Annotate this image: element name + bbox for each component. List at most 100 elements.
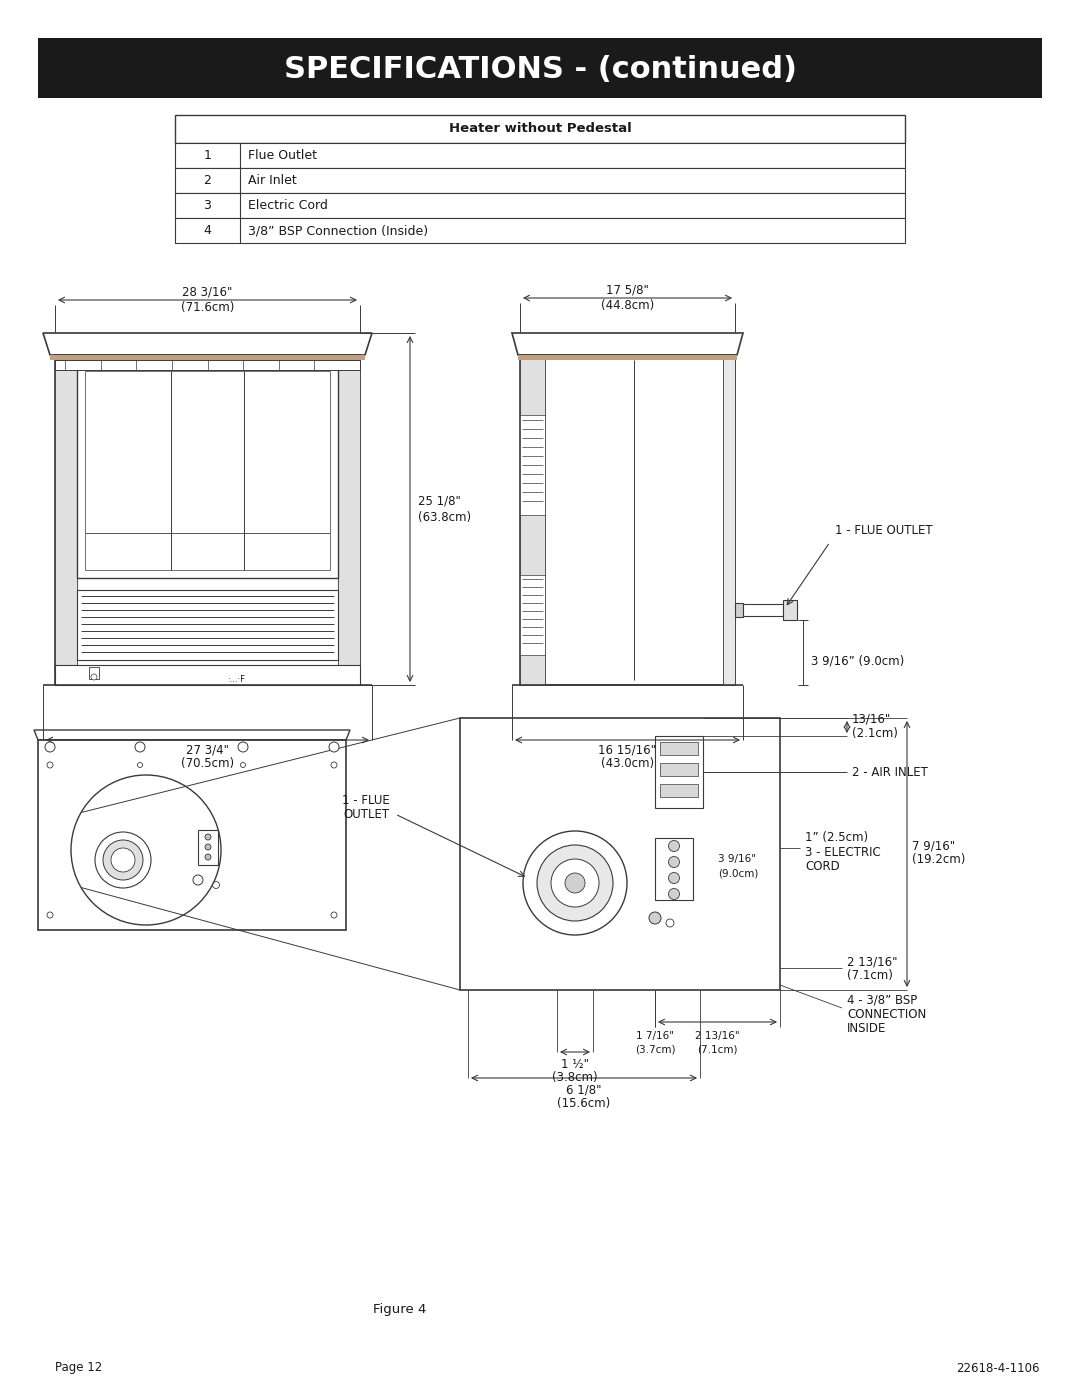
Text: 1 7/16": 1 7/16" xyxy=(636,1031,674,1041)
Text: 4 - 3/8” BSP: 4 - 3/8” BSP xyxy=(847,993,917,1006)
Text: (7.1cm): (7.1cm) xyxy=(847,968,893,982)
Bar xyxy=(50,355,365,360)
Bar xyxy=(660,763,698,775)
Bar xyxy=(77,363,338,578)
Bar xyxy=(723,355,735,685)
Circle shape xyxy=(91,673,97,680)
Bar xyxy=(38,38,1042,98)
Bar xyxy=(55,360,360,370)
Text: 25 1/8": 25 1/8" xyxy=(418,495,461,507)
Circle shape xyxy=(551,859,599,907)
Text: (63.8cm): (63.8cm) xyxy=(418,510,471,524)
Text: 3 9/16” (9.0cm): 3 9/16” (9.0cm) xyxy=(811,654,904,666)
Bar xyxy=(38,740,346,930)
Text: OUTLET: OUTLET xyxy=(343,807,390,820)
Circle shape xyxy=(103,840,143,880)
Text: Electric Cord: Electric Cord xyxy=(248,198,328,212)
Circle shape xyxy=(669,841,679,852)
Circle shape xyxy=(135,742,145,752)
Text: CONNECTION: CONNECTION xyxy=(847,1007,927,1020)
Bar xyxy=(175,115,905,142)
Bar xyxy=(175,142,905,168)
Bar xyxy=(519,576,545,655)
Bar xyxy=(654,736,703,807)
Text: (43.0cm): (43.0cm) xyxy=(600,757,654,770)
Bar xyxy=(89,666,99,679)
Circle shape xyxy=(669,888,679,900)
Bar xyxy=(175,193,905,218)
Circle shape xyxy=(95,833,151,888)
Text: CORD: CORD xyxy=(805,859,840,873)
Text: SPECIFICATIONS - (continued): SPECIFICATIONS - (continued) xyxy=(283,56,797,84)
Bar xyxy=(77,590,338,659)
Text: (7.1cm): (7.1cm) xyxy=(698,1044,738,1053)
Circle shape xyxy=(669,873,679,883)
Circle shape xyxy=(48,912,53,918)
Bar xyxy=(735,604,743,617)
Bar xyxy=(519,355,545,685)
Text: (9.0cm): (9.0cm) xyxy=(718,868,758,877)
Bar xyxy=(660,784,698,798)
Text: 4: 4 xyxy=(203,224,212,237)
Circle shape xyxy=(205,844,211,849)
Text: (15.6cm): (15.6cm) xyxy=(557,1097,610,1109)
Bar xyxy=(743,604,783,616)
Text: INSIDE: INSIDE xyxy=(847,1021,887,1035)
Text: Flue Outlet: Flue Outlet xyxy=(248,149,318,162)
Text: (3.7cm): (3.7cm) xyxy=(635,1044,675,1053)
Bar xyxy=(55,355,360,685)
Circle shape xyxy=(565,873,585,893)
Circle shape xyxy=(45,742,55,752)
Bar xyxy=(783,599,797,620)
Text: Page 12: Page 12 xyxy=(55,1362,103,1375)
Circle shape xyxy=(241,763,245,767)
Bar xyxy=(338,355,360,685)
Bar xyxy=(175,218,905,243)
Text: 22618-4-1106: 22618-4-1106 xyxy=(957,1362,1040,1375)
Circle shape xyxy=(666,919,674,928)
Circle shape xyxy=(213,882,219,888)
Text: (71.6cm): (71.6cm) xyxy=(180,302,234,314)
Text: 6 1/8": 6 1/8" xyxy=(566,1084,602,1097)
Polygon shape xyxy=(512,332,743,355)
Circle shape xyxy=(329,742,339,752)
Text: 27 3/4": 27 3/4" xyxy=(186,743,229,757)
Text: 3 9/16": 3 9/16" xyxy=(718,854,756,863)
Text: 13/16": 13/16" xyxy=(852,712,891,725)
Circle shape xyxy=(137,763,143,767)
Text: (44.8cm): (44.8cm) xyxy=(600,299,654,313)
Bar xyxy=(519,415,545,515)
Circle shape xyxy=(205,854,211,861)
Circle shape xyxy=(48,761,53,768)
Text: 2 - AIR INLET: 2 - AIR INLET xyxy=(852,766,928,778)
Text: 17 5/8": 17 5/8" xyxy=(606,284,649,296)
Circle shape xyxy=(649,912,661,923)
Text: (3.8cm): (3.8cm) xyxy=(552,1070,598,1084)
Text: 1 - FLUE OUTLET: 1 - FLUE OUTLET xyxy=(835,524,933,536)
Text: (2.1cm): (2.1cm) xyxy=(852,726,897,739)
Bar xyxy=(460,718,780,990)
Bar xyxy=(198,830,218,865)
Text: Figure 4: Figure 4 xyxy=(374,1303,427,1316)
Text: 3/8” BSP Connection (Inside): 3/8” BSP Connection (Inside) xyxy=(248,224,428,237)
Bar xyxy=(85,372,330,570)
Text: 28 3/16": 28 3/16" xyxy=(183,285,232,299)
Polygon shape xyxy=(33,731,350,740)
Polygon shape xyxy=(43,332,372,355)
Text: 16 15/16": 16 15/16" xyxy=(598,743,657,757)
Text: Air Inlet: Air Inlet xyxy=(248,175,297,187)
Text: Heater without Pedestal: Heater without Pedestal xyxy=(448,123,632,136)
Bar xyxy=(55,355,77,685)
Circle shape xyxy=(111,848,135,872)
Text: (70.5cm): (70.5cm) xyxy=(181,757,234,770)
Bar xyxy=(519,355,735,685)
Text: 2 13/16": 2 13/16" xyxy=(696,1031,740,1041)
Text: 1 ½": 1 ½" xyxy=(561,1058,589,1070)
Bar xyxy=(55,665,360,685)
Circle shape xyxy=(330,761,337,768)
Text: 2 13/16": 2 13/16" xyxy=(847,956,897,968)
Text: 2: 2 xyxy=(203,175,212,187)
Text: 1: 1 xyxy=(203,149,212,162)
Text: 1 - FLUE: 1 - FLUE xyxy=(342,793,390,806)
Bar xyxy=(660,742,698,754)
